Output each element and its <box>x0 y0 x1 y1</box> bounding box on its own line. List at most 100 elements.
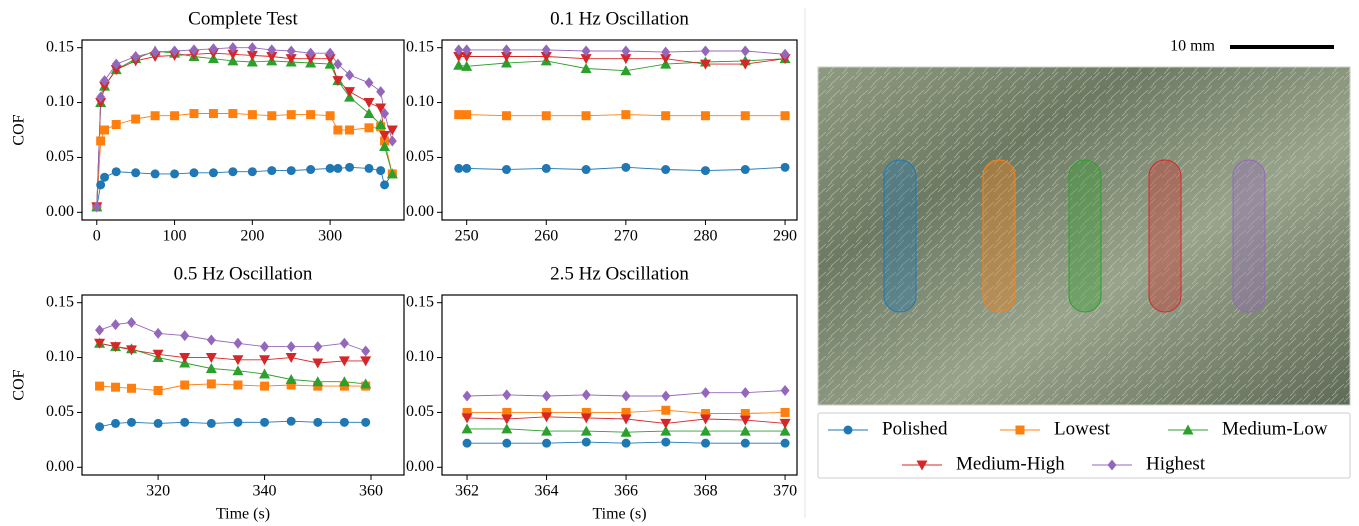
data-point <box>780 111 790 121</box>
data-point <box>621 110 631 120</box>
wear-track <box>1068 159 1102 313</box>
data-point <box>360 378 372 389</box>
data-point <box>94 338 106 349</box>
data-point <box>661 390 671 402</box>
data-point <box>312 376 324 387</box>
data-point <box>111 382 121 392</box>
legend-marker <box>843 425 853 435</box>
data-point <box>267 166 277 176</box>
data-point <box>266 51 278 62</box>
data-point <box>454 44 464 56</box>
axes-frame <box>81 294 405 476</box>
y-tick-label: 0.00 <box>406 458 434 475</box>
data-point <box>580 425 592 436</box>
data-point <box>332 76 344 87</box>
data-point <box>462 110 472 120</box>
series-line <box>96 166 393 207</box>
data-point <box>189 109 199 119</box>
data-point <box>150 111 160 121</box>
data-point <box>153 418 163 428</box>
data-point <box>501 423 513 434</box>
data-point <box>541 425 553 436</box>
data-point <box>111 58 121 70</box>
data-point <box>206 418 216 428</box>
data-point <box>620 426 632 437</box>
data-point <box>621 407 631 417</box>
data-point <box>338 356 350 367</box>
data-point <box>247 42 257 54</box>
data-point <box>153 385 163 395</box>
data-point <box>179 353 191 364</box>
data-point <box>95 381 105 391</box>
data-point <box>95 422 105 432</box>
x-tick-label: 280 <box>693 228 717 245</box>
data-point <box>247 167 257 177</box>
data-point <box>126 417 136 427</box>
series-line <box>99 383 366 391</box>
data-point <box>260 381 270 391</box>
data-point <box>660 54 672 65</box>
data-point <box>386 125 398 136</box>
data-point <box>189 44 199 56</box>
x-tick-label: 360 <box>359 483 383 500</box>
data-point <box>780 384 790 396</box>
series-line <box>99 342 366 364</box>
x-tick-label: 362 <box>455 483 479 500</box>
data-point <box>180 330 190 342</box>
data-point <box>363 108 375 119</box>
x-tick-label: 290 <box>773 228 797 245</box>
data-point <box>621 390 631 402</box>
data-point <box>126 383 136 393</box>
data-point <box>581 111 591 121</box>
data-point <box>100 125 110 135</box>
data-point <box>620 65 632 76</box>
data-point <box>501 165 511 175</box>
y-tick-label: 0.10 <box>406 348 434 365</box>
data-point <box>661 46 671 58</box>
data-point <box>461 51 473 62</box>
data-point <box>152 349 164 360</box>
data-point <box>260 341 270 353</box>
x-tick-label: 270 <box>614 228 638 245</box>
data-point <box>96 91 106 103</box>
data-point <box>461 413 473 424</box>
data-point <box>660 425 672 436</box>
data-point <box>180 380 190 390</box>
data-point <box>661 111 671 121</box>
data-point <box>100 172 110 182</box>
series-line <box>458 58 786 72</box>
data-point <box>462 44 472 56</box>
data-point <box>92 201 102 213</box>
data-point <box>110 65 122 76</box>
y-tick-label: 0.15 <box>406 38 434 55</box>
legend-label: Polished <box>882 418 948 439</box>
data-point <box>325 163 335 173</box>
data-point <box>306 47 316 59</box>
data-point <box>363 98 375 109</box>
data-point <box>502 407 512 417</box>
x-tick-label: 0 <box>93 228 101 245</box>
x-tick-label: 320 <box>146 483 170 500</box>
data-point <box>379 130 391 141</box>
data-point <box>581 45 591 57</box>
legend-label: Medium-High <box>956 453 1065 474</box>
data-point <box>345 69 355 81</box>
data-point <box>305 54 317 65</box>
series-line <box>99 420 366 428</box>
data-point <box>208 43 218 55</box>
data-point <box>364 77 374 89</box>
data-point <box>345 162 355 172</box>
data-point <box>285 353 297 364</box>
data-point <box>740 165 750 175</box>
data-point <box>701 387 711 399</box>
data-point <box>228 42 238 54</box>
data-point <box>581 407 591 417</box>
data-point <box>779 418 791 429</box>
data-point <box>246 50 258 61</box>
data-point <box>259 355 271 366</box>
subplot-title: 0.5 Hz Oscillation <box>174 263 313 284</box>
wear-track <box>1232 159 1266 313</box>
data-point <box>740 387 750 399</box>
data-point <box>542 390 552 402</box>
